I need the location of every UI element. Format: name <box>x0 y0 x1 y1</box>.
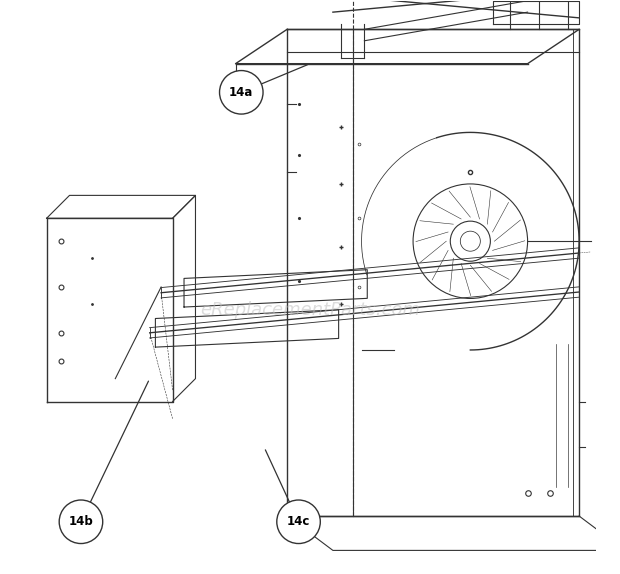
Circle shape <box>59 500 103 544</box>
Text: 14c: 14c <box>287 515 310 528</box>
Text: 14b: 14b <box>69 515 94 528</box>
Circle shape <box>277 500 321 544</box>
Text: 14a: 14a <box>229 86 254 99</box>
Text: eReplacementParts.com: eReplacementParts.com <box>200 301 420 319</box>
Circle shape <box>219 71 263 114</box>
